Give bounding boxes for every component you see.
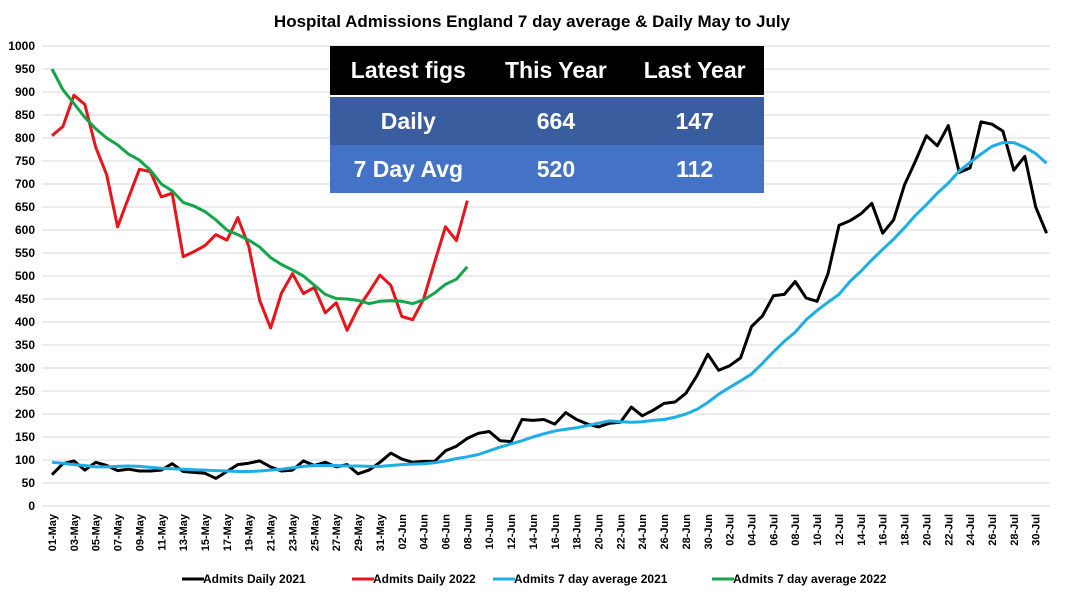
x-tick-label: 22-Jul bbox=[943, 514, 955, 546]
x-tick-label: 04-Jul bbox=[747, 514, 759, 546]
latest-figs-table: Latest figs This Year Last Year Daily 66… bbox=[330, 46, 764, 193]
x-tick-label: 05-May bbox=[91, 513, 103, 551]
y-tick-label: 300 bbox=[15, 361, 35, 375]
header-cell: Latest figs bbox=[330, 46, 487, 96]
x-tick-label: 28-Jul bbox=[1009, 514, 1021, 546]
x-tick-label: 20-Jun bbox=[594, 514, 606, 550]
x-tick-label: 18-Jun bbox=[572, 514, 584, 550]
x-tick-label: 28-Jun bbox=[681, 514, 693, 550]
x-tick-label: 22-Jun bbox=[615, 514, 627, 550]
cell: 664 bbox=[486, 95, 626, 145]
x-tick-label: 02-Jun bbox=[397, 514, 409, 550]
x-tick-label: 23-May bbox=[287, 513, 299, 551]
x-tick-label: 01-May bbox=[47, 513, 59, 551]
y-axis: 0 50 100 150 200 250 300 350 400 450 500 550 600 650 7… bbox=[8, 39, 35, 513]
x-tick-label: 24-Jun bbox=[637, 514, 649, 550]
y-tick-label: 600 bbox=[15, 223, 35, 237]
series-line-admits-7-day-average-2022 bbox=[50, 68, 469, 306]
x-tick-label: 21-May bbox=[266, 513, 278, 551]
x-tick-label: 30-Jul bbox=[1031, 514, 1043, 546]
y-tick-label: 250 bbox=[15, 384, 35, 398]
y-tick-label: 650 bbox=[15, 200, 35, 214]
x-tick-label: 17-May bbox=[222, 513, 234, 551]
y-tick-label: 200 bbox=[15, 407, 35, 421]
x-tick-label: 20-Jul bbox=[921, 514, 933, 546]
y-tick-label: 550 bbox=[15, 246, 35, 260]
series-lines bbox=[50, 68, 1048, 480]
series-line-admits-daily-2022 bbox=[51, 93, 469, 332]
legend-label: Admits Daily 2022 bbox=[373, 572, 476, 586]
header-cell: This Year bbox=[486, 46, 626, 96]
y-tick-label: 900 bbox=[15, 85, 35, 99]
y-tick-label: 700 bbox=[15, 177, 35, 191]
legend-label: Admits Daily 2021 bbox=[203, 572, 306, 586]
x-tick-label: 27-May bbox=[331, 513, 343, 551]
y-tick-label: 850 bbox=[15, 108, 35, 122]
x-tick-label: 10-Jun bbox=[484, 514, 496, 550]
y-tick-label: 50 bbox=[22, 476, 36, 490]
x-tick-label: 08-Jul bbox=[790, 514, 802, 546]
x-tick-label: 14-Jul bbox=[856, 514, 868, 546]
x-tick-label: 29-May bbox=[353, 513, 365, 551]
table-header-row: Latest figs This Year Last Year bbox=[330, 46, 764, 96]
row-label: Daily bbox=[330, 95, 487, 145]
x-tick-label: 06-Jun bbox=[440, 514, 452, 550]
x-tick-label: 12-Jun bbox=[506, 514, 518, 550]
y-tick-label: 150 bbox=[15, 430, 35, 444]
x-tick-label: 07-May bbox=[113, 513, 125, 551]
x-tick-label: 03-May bbox=[69, 513, 81, 551]
x-tick-label: 08-Jun bbox=[462, 514, 474, 550]
x-tick-label: 26-Jul bbox=[987, 514, 999, 546]
x-axis: 01-May 03-May 05-May 07-May 09-May 11-May 13-M… bbox=[47, 513, 1043, 551]
x-tick-label: 25-May bbox=[309, 513, 321, 551]
y-tick-label: 400 bbox=[15, 315, 35, 329]
x-tick-label: 18-Jul bbox=[900, 514, 912, 546]
y-tick-label: 350 bbox=[15, 338, 35, 352]
y-tick-label: 800 bbox=[15, 131, 35, 145]
chart-title: Hospital Admissions England 7 day averag… bbox=[274, 12, 791, 31]
x-tick-label: 11-May bbox=[156, 513, 168, 551]
x-tick-label: 06-Jul bbox=[768, 514, 780, 546]
x-tick-label: 24-Jul bbox=[965, 514, 977, 546]
x-tick-label: 31-May bbox=[375, 513, 387, 551]
x-tick-label: 02-Jul bbox=[725, 514, 737, 546]
cell: 147 bbox=[625, 95, 764, 145]
x-tick-label: 04-Jun bbox=[419, 514, 431, 550]
x-tick-label: 13-May bbox=[178, 513, 190, 551]
series-line-admits-daily-2021 bbox=[50, 120, 1048, 480]
table-row: 7 Day Avg 520 112 bbox=[330, 145, 764, 193]
y-tick-label: 750 bbox=[15, 154, 35, 168]
y-tick-label: 100 bbox=[15, 453, 35, 467]
series-line-admits-7-day-average-2021 bbox=[51, 141, 1048, 473]
x-tick-label: 16-Jun bbox=[550, 514, 562, 550]
y-tick-label: 1000 bbox=[8, 39, 35, 53]
x-tick-label: 19-May bbox=[244, 513, 256, 551]
x-tick-label: 09-May bbox=[134, 513, 146, 551]
x-tick-label: 15-May bbox=[200, 513, 212, 551]
y-tick-label: 950 bbox=[15, 62, 35, 76]
x-tick-label: 12-Jul bbox=[834, 514, 846, 546]
cell: 112 bbox=[625, 145, 764, 193]
x-tick-label: 16-Jul bbox=[878, 514, 890, 546]
row-label: 7 Day Avg bbox=[330, 145, 487, 193]
x-tick-label: 14-Jun bbox=[528, 514, 540, 550]
y-tick-label: 500 bbox=[15, 269, 35, 283]
x-tick-label: 10-Jul bbox=[812, 514, 824, 546]
y-tick-label: 450 bbox=[15, 292, 35, 306]
x-tick-label: 30-Jun bbox=[703, 514, 715, 550]
x-tick-label: 26-Jun bbox=[659, 514, 671, 550]
header-cell: Last Year bbox=[625, 46, 764, 96]
legend: Admits Daily 2021 Admits Daily 2022 Admits… bbox=[182, 572, 887, 586]
legend-label: Admits 7 day average 2022 bbox=[733, 572, 887, 586]
table-row: Daily 664 147 bbox=[330, 95, 764, 145]
gridlines bbox=[42, 45, 1050, 507]
cell: 520 bbox=[486, 145, 626, 193]
y-tick-label: 0 bbox=[28, 499, 35, 513]
legend-label: Admits 7 day average 2021 bbox=[514, 572, 668, 586]
